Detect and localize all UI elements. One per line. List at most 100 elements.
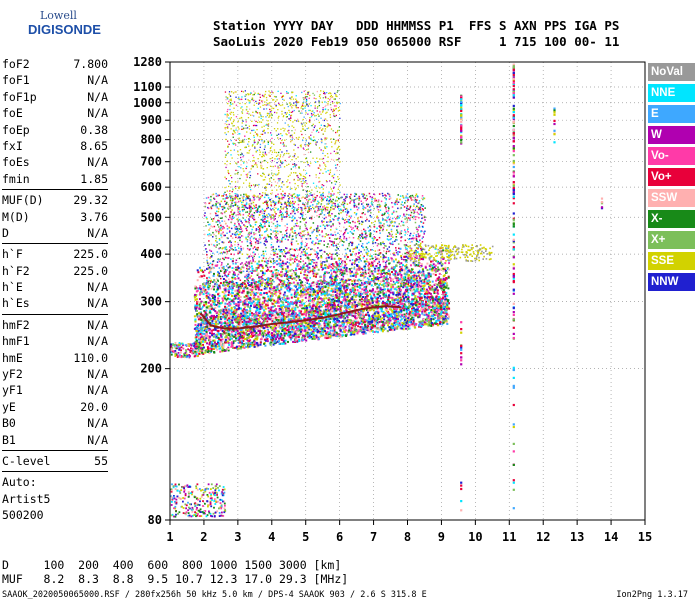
- param-value: N/A: [87, 73, 108, 88]
- distance-muf-table: D 100 200 400 600 800 1000 1500 3000 [km…: [2, 558, 348, 586]
- x-tick-label: 4: [268, 530, 275, 544]
- param-row: h`F 225.0: [2, 246, 108, 262]
- header-line-2: SaoLuis 2020 Feb19 050 065000 RSF 1 715 …: [213, 34, 620, 49]
- legend-item-noval: NoVal: [648, 63, 695, 81]
- x-tick-label: 12: [536, 530, 550, 544]
- x-tick-label: 1: [166, 530, 173, 544]
- echo-scatter: [170, 63, 604, 518]
- x-tick-label: 15: [638, 530, 652, 544]
- param-name: B1: [2, 432, 16, 447]
- y-tick-label: 1280: [133, 55, 162, 69]
- polarization-legend: NoVal NNE E W Vo- Vo+ SSW X- X+ SSE NNW: [648, 63, 695, 294]
- param-note: 500200: [2, 508, 44, 523]
- param-name: hmF2: [2, 317, 30, 332]
- x-tick-label: 3: [234, 530, 241, 544]
- legend-item-vominus: Vo-: [648, 147, 695, 165]
- x-tick-label: 13: [570, 530, 584, 544]
- y-tick-label: 500: [140, 210, 162, 224]
- param-row: hmE 110.0: [2, 350, 108, 366]
- param-row: fxI 8.65: [2, 138, 108, 154]
- x-tick-label: 2: [200, 530, 207, 544]
- y-tick-label: 700: [140, 155, 162, 169]
- muf-row: MUF 8.2 8.3 8.8 9.5 10.7 12.3 17.0 29.3 …: [2, 572, 349, 586]
- param-value: N/A: [87, 296, 108, 311]
- param-value: 29.32: [73, 193, 108, 208]
- param-name: fxI: [2, 138, 23, 153]
- param-name: foEp: [2, 122, 30, 137]
- param-value: N/A: [87, 225, 108, 240]
- param-value: 0.38: [80, 122, 108, 137]
- y-tick-label: 80: [148, 513, 162, 527]
- legend-item-e: E: [648, 105, 695, 123]
- param-name: D: [2, 225, 9, 240]
- param-note: Artist5: [2, 491, 51, 506]
- param-value: 20.0: [80, 399, 108, 414]
- legend-item-xplus: X+: [648, 231, 695, 249]
- param-value: N/A: [87, 383, 108, 398]
- param-row: foE N/A: [2, 105, 108, 121]
- param-name: foF1: [2, 73, 30, 88]
- y-tick-label: 300: [140, 295, 162, 309]
- param-separator: [2, 313, 108, 315]
- param-value: 8.65: [80, 138, 108, 153]
- y-tick-label: 900: [140, 113, 162, 127]
- legend-item-xminus: X-: [648, 210, 695, 228]
- legend-item-nnw: NNW: [648, 273, 695, 291]
- param-name: M(D): [2, 209, 30, 224]
- param-note: Auto:: [2, 475, 37, 490]
- x-tick-label: 7: [370, 530, 377, 544]
- param-separator: [2, 471, 108, 473]
- param-row: foEp 0.38: [2, 122, 108, 138]
- param-row: yF1 N/A: [2, 382, 108, 398]
- param-value: 225.0: [73, 247, 108, 262]
- param-separator: [2, 189, 108, 191]
- x-tick-label: 6: [336, 530, 343, 544]
- param-name: h`F2: [2, 263, 30, 278]
- x-tick-label: 5: [302, 530, 309, 544]
- version-label: Ion2Png 1.3.17: [616, 590, 688, 600]
- param-name: hmF1: [2, 334, 30, 349]
- y-tick-label: 400: [140, 247, 162, 261]
- distance-row: D 100 200 400 600 800 1000 1500 3000 [km…: [2, 558, 342, 572]
- logo-line-2: DIGISONDE: [28, 22, 101, 37]
- param-value: N/A: [87, 432, 108, 447]
- param-name: foEs: [2, 155, 30, 170]
- param-name: h`F: [2, 247, 23, 262]
- param-row: MUF(D) 29.32: [2, 192, 108, 208]
- param-row: yE 20.0: [2, 399, 108, 415]
- param-value: N/A: [87, 280, 108, 295]
- param-row: foF1p N/A: [2, 89, 108, 105]
- y-tick-label: 1000: [133, 96, 162, 110]
- param-row: foF1 N/A: [2, 72, 108, 88]
- param-row: M(D) 3.76: [2, 209, 108, 225]
- param-value: N/A: [87, 367, 108, 382]
- param-name: yF1: [2, 383, 23, 398]
- param-separator: [2, 449, 108, 451]
- param-value: N/A: [87, 317, 108, 332]
- param-name: h`E: [2, 280, 23, 295]
- legend-item-sse: SSE: [648, 252, 695, 270]
- x-tick-label: 11: [502, 530, 516, 544]
- station-header: Station YYYY DAY DDD HHMMSS P1 FFS S AXN…: [213, 18, 619, 50]
- param-name: MUF(D): [2, 193, 44, 208]
- param-row: D N/A: [2, 225, 108, 241]
- param-row: hmF2 N/A: [2, 317, 108, 333]
- param-value: 3.76: [80, 209, 108, 224]
- param-row: B1 N/A: [2, 432, 108, 448]
- footer-info: SAAOK_2020050065000.RSF / 280fx256h 50 k…: [2, 590, 427, 600]
- param-value: 55: [94, 453, 108, 468]
- param-value: N/A: [87, 334, 108, 349]
- param-row: h`E N/A: [2, 279, 108, 295]
- hf-trace-line: [199, 305, 401, 330]
- param-value: 7.800: [73, 57, 108, 71]
- x-tick-label: 14: [604, 530, 618, 544]
- param-row: h`Es N/A: [2, 295, 108, 311]
- x-tick-label: 10: [468, 530, 482, 544]
- param-value: N/A: [87, 106, 108, 121]
- param-value: N/A: [87, 89, 108, 104]
- param-value: N/A: [87, 155, 108, 170]
- y-tick-label: 600: [140, 180, 162, 194]
- param-row: C-level 55: [2, 453, 108, 469]
- y-tick-label: 800: [140, 133, 162, 147]
- header-line-1: Station YYYY DAY DDD HHMMSS P1 FFS S AXN…: [213, 18, 620, 33]
